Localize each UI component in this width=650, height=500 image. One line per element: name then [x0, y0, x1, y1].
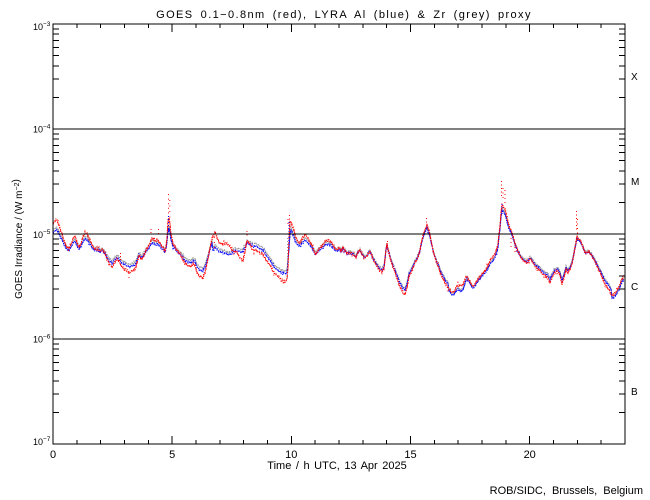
svg-text:Time / h UTC, 13 Apr 2025: Time / h UTC, 13 Apr 2025 — [267, 460, 406, 472]
svg-text:B: B — [631, 387, 638, 398]
svg-text:GOES 0.1−0.8nm (red), LYRA Al: GOES 0.1−0.8nm (red), LYRA Al (blue) & Z… — [156, 9, 532, 21]
svg-text:10−5: 10−5 — [33, 229, 51, 240]
svg-text:C: C — [631, 282, 638, 293]
svg-text:M: M — [631, 177, 639, 188]
svg-text:X: X — [631, 72, 638, 83]
svg-text:20: 20 — [524, 449, 536, 461]
svg-text:0: 0 — [50, 449, 56, 461]
svg-text:ROB/SIDC, Brussels, Belgium: ROB/SIDC, Brussels, Belgium — [490, 485, 643, 497]
svg-text:GOES Irradiance / (W m−2): GOES Irradiance / (W m−2) — [11, 179, 25, 299]
svg-text:10−7: 10−7 — [33, 436, 51, 447]
svg-text:10−3: 10−3 — [33, 21, 51, 32]
svg-text:10−4: 10−4 — [33, 123, 51, 134]
svg-text:10: 10 — [285, 449, 297, 461]
svg-text:15: 15 — [404, 449, 416, 461]
svg-text:10−6: 10−6 — [33, 334, 51, 345]
svg-text:5: 5 — [169, 449, 175, 461]
